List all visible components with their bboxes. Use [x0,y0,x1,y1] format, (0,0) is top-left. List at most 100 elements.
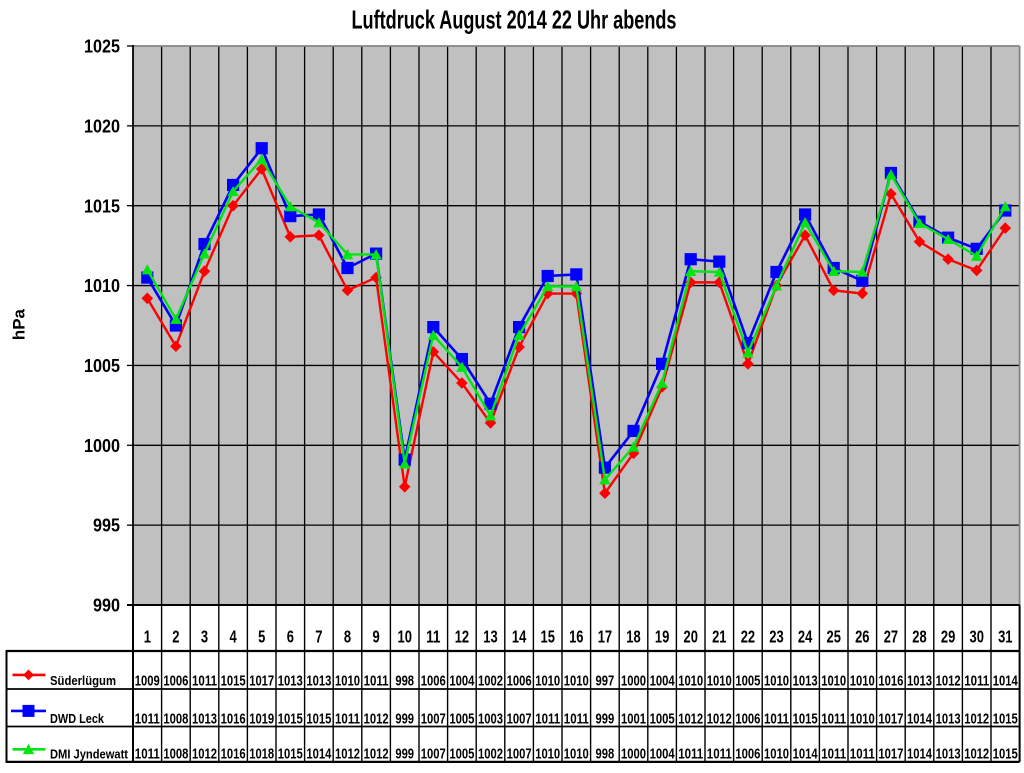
svg-text:5: 5 [258,627,265,647]
svg-text:1010: 1010 [84,276,120,296]
svg-text:1006: 1006 [421,674,446,690]
svg-text:9: 9 [373,627,380,647]
svg-text:19: 19 [655,627,670,647]
svg-text:997: 997 [596,674,615,690]
svg-text:2: 2 [172,627,179,647]
svg-text:15: 15 [541,627,556,647]
svg-text:Süderlügum: Süderlügum [50,674,116,688]
svg-text:1005: 1005 [449,746,474,762]
svg-text:1015: 1015 [306,711,331,727]
svg-text:6: 6 [287,627,294,647]
svg-text:4: 4 [230,627,237,647]
svg-text:7: 7 [315,627,322,647]
svg-text:1013: 1013 [793,674,818,690]
svg-text:27: 27 [884,627,898,647]
svg-text:1025: 1025 [84,37,120,57]
svg-text:13: 13 [483,627,498,647]
svg-text:1014: 1014 [907,746,932,762]
svg-text:1004: 1004 [650,674,675,690]
svg-text:1012: 1012 [335,746,360,762]
svg-text:1012: 1012 [364,746,389,762]
svg-text:1013: 1013 [936,711,961,727]
svg-text:1002: 1002 [478,674,503,690]
svg-text:1005: 1005 [650,711,675,727]
svg-text:1010: 1010 [535,746,560,762]
svg-text:1004: 1004 [650,746,675,762]
svg-text:1013: 1013 [306,674,331,690]
svg-text:24: 24 [798,627,813,647]
svg-text:1006: 1006 [507,674,532,690]
svg-text:1014: 1014 [306,746,331,762]
svg-text:1015: 1015 [993,746,1018,762]
svg-text:1010: 1010 [564,674,589,690]
svg-text:18: 18 [626,627,641,647]
svg-text:8: 8 [344,627,351,647]
svg-text:DWD Leck: DWD Leck [50,712,104,726]
svg-text:1012: 1012 [364,711,389,727]
svg-text:999: 999 [596,711,615,727]
svg-text:1010: 1010 [764,674,789,690]
svg-text:1013: 1013 [936,746,961,762]
svg-text:1012: 1012 [707,711,732,727]
svg-text:1016: 1016 [221,711,246,727]
svg-text:1010: 1010 [707,674,732,690]
svg-text:17: 17 [598,627,612,647]
svg-text:11: 11 [426,627,441,647]
svg-text:1000: 1000 [621,746,646,762]
svg-text:1007: 1007 [421,746,446,762]
svg-text:DMI Jyndewatt: DMI Jyndewatt [50,747,129,761]
svg-text:22: 22 [741,627,756,647]
svg-text:1020: 1020 [84,116,120,136]
svg-text:1011: 1011 [364,674,389,690]
svg-text:1011: 1011 [678,746,703,762]
svg-text:1007: 1007 [507,711,532,727]
svg-text:1011: 1011 [135,711,160,727]
svg-text:1012: 1012 [964,746,989,762]
svg-text:30: 30 [970,627,985,647]
svg-text:1011: 1011 [707,746,732,762]
svg-text:1013: 1013 [907,674,932,690]
svg-text:1014: 1014 [793,746,818,762]
svg-text:1010: 1010 [850,674,875,690]
svg-text:1005: 1005 [735,674,760,690]
svg-text:1015: 1015 [84,196,120,216]
svg-text:1008: 1008 [163,746,188,762]
svg-text:1003: 1003 [478,711,503,727]
svg-text:1002: 1002 [478,746,503,762]
svg-text:1000: 1000 [621,674,646,690]
svg-text:995: 995 [93,516,120,536]
svg-text:1009: 1009 [135,674,160,690]
svg-text:1010: 1010 [535,674,560,690]
svg-text:1010: 1010 [821,674,846,690]
svg-text:21: 21 [712,627,727,647]
svg-text:1011: 1011 [335,711,360,727]
svg-text:1010: 1010 [678,674,703,690]
svg-text:1008: 1008 [163,711,188,727]
svg-text:1014: 1014 [993,674,1018,690]
svg-text:1007: 1007 [421,711,446,727]
svg-text:1014: 1014 [907,711,932,727]
svg-text:1006: 1006 [735,711,760,727]
svg-text:23: 23 [769,627,784,647]
svg-text:998: 998 [596,746,615,762]
svg-text:1005: 1005 [84,356,120,376]
svg-text:1012: 1012 [192,746,217,762]
svg-text:1019: 1019 [249,711,274,727]
svg-text:1011: 1011 [192,674,217,690]
svg-text:1005: 1005 [449,711,474,727]
svg-text:1013: 1013 [192,711,217,727]
svg-text:1011: 1011 [135,746,160,762]
svg-text:1016: 1016 [221,746,246,762]
svg-text:1011: 1011 [850,746,875,762]
svg-text:1012: 1012 [678,711,703,727]
svg-text:1017: 1017 [878,711,903,727]
svg-text:16: 16 [569,627,584,647]
svg-text:999: 999 [395,746,414,762]
svg-text:29: 29 [941,627,956,647]
svg-text:26: 26 [855,627,870,647]
svg-text:3: 3 [201,627,208,647]
svg-text:14: 14 [512,627,527,647]
svg-text:999: 999 [395,711,414,727]
svg-text:1011: 1011 [535,711,560,727]
svg-text:1018: 1018 [249,746,274,762]
